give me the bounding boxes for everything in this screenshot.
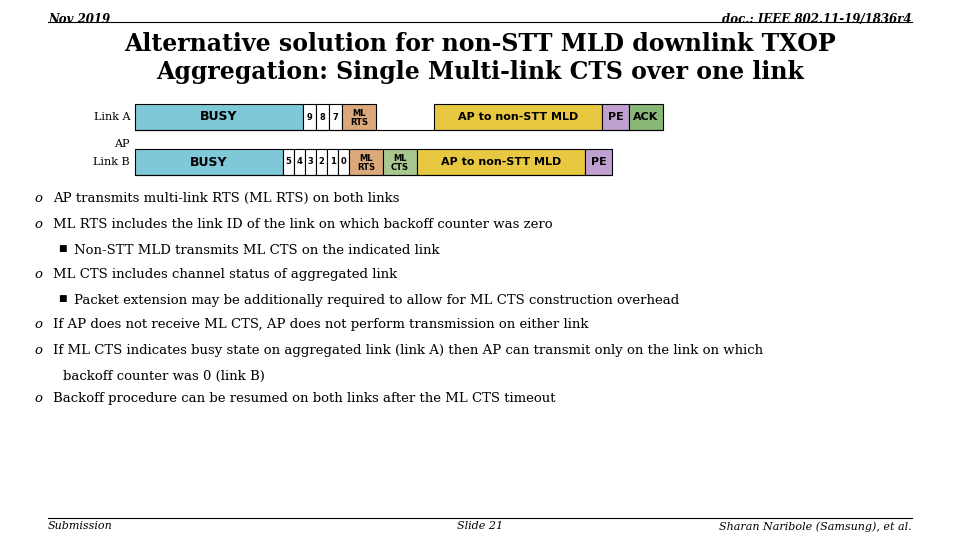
Bar xyxy=(349,149,383,175)
Text: If ML CTS indicates busy state on aggregated link (link A) then AP can transmit : If ML CTS indicates busy state on aggreg… xyxy=(53,344,763,357)
Bar xyxy=(338,149,349,175)
Bar xyxy=(417,149,585,175)
Bar xyxy=(283,149,294,175)
Bar xyxy=(294,149,305,175)
Text: ML: ML xyxy=(359,153,372,163)
Text: 3: 3 xyxy=(307,158,313,166)
Text: PE: PE xyxy=(590,157,607,167)
Text: 4: 4 xyxy=(297,158,302,166)
Text: backoff counter was 0 (link B): backoff counter was 0 (link B) xyxy=(63,370,265,383)
Text: Link A: Link A xyxy=(93,112,130,122)
Bar xyxy=(602,104,629,130)
Bar xyxy=(434,104,602,130)
Bar xyxy=(342,104,376,130)
Text: Aggregation: Single Multi-link CTS over one link: Aggregation: Single Multi-link CTS over … xyxy=(156,60,804,84)
Text: ML CTS includes channel status of aggregated link: ML CTS includes channel status of aggreg… xyxy=(53,268,397,281)
Text: RTS: RTS xyxy=(350,118,368,127)
Text: o: o xyxy=(34,268,42,281)
Text: Packet extension may be additionally required to allow for ML CTS construction o: Packet extension may be additionally req… xyxy=(74,294,680,307)
Text: AP transmits multi-link RTS (ML RTS) on both links: AP transmits multi-link RTS (ML RTS) on … xyxy=(53,192,399,205)
Text: AP to non-STT MLD: AP to non-STT MLD xyxy=(458,112,578,122)
Text: AP: AP xyxy=(114,139,130,149)
Text: RTS: RTS xyxy=(357,163,375,172)
Text: o: o xyxy=(34,218,42,231)
Text: 2: 2 xyxy=(319,158,324,166)
Bar xyxy=(316,104,329,130)
Bar xyxy=(135,104,303,130)
Text: BUSY: BUSY xyxy=(201,111,238,124)
Bar xyxy=(305,149,316,175)
Text: AP to non-STT MLD: AP to non-STT MLD xyxy=(441,157,562,167)
Text: PE: PE xyxy=(608,112,623,122)
Bar xyxy=(585,149,612,175)
Text: 0: 0 xyxy=(341,158,347,166)
Text: Non-STT MLD transmits ML CTS on the indicated link: Non-STT MLD transmits ML CTS on the indi… xyxy=(74,244,440,257)
Text: 9: 9 xyxy=(306,112,312,122)
Bar xyxy=(629,104,663,130)
Text: Slide 21: Slide 21 xyxy=(457,521,503,531)
Text: Sharan Naribole (Samsung), et al.: Sharan Naribole (Samsung), et al. xyxy=(719,521,912,531)
Text: 1: 1 xyxy=(329,158,335,166)
Text: If AP does not receive ML CTS, AP does not perform transmission on either link: If AP does not receive ML CTS, AP does n… xyxy=(53,318,588,331)
Text: BUSY: BUSY xyxy=(190,156,228,168)
Text: o: o xyxy=(34,318,42,331)
Text: ML: ML xyxy=(394,153,407,163)
Bar xyxy=(329,104,342,130)
Text: ■: ■ xyxy=(58,294,66,303)
Text: 5: 5 xyxy=(285,158,292,166)
Text: Submission: Submission xyxy=(48,521,112,531)
Bar xyxy=(135,149,283,175)
Text: ML: ML xyxy=(352,109,366,118)
Text: o: o xyxy=(34,192,42,205)
Text: ACK: ACK xyxy=(634,112,659,122)
Text: 8: 8 xyxy=(320,112,325,122)
Text: doc.: IEEE 802.11-19/1836r4: doc.: IEEE 802.11-19/1836r4 xyxy=(723,13,912,26)
Bar xyxy=(327,149,338,175)
Text: 7: 7 xyxy=(332,112,338,122)
Text: Alternative solution for non-STT MLD downlink TXOP: Alternative solution for non-STT MLD dow… xyxy=(124,32,836,56)
Bar xyxy=(383,149,417,175)
Text: ML RTS includes the link ID of the link on which backoff counter was zero: ML RTS includes the link ID of the link … xyxy=(53,218,553,231)
Bar xyxy=(303,104,316,130)
Text: o: o xyxy=(34,392,42,405)
Text: Link B: Link B xyxy=(93,157,130,167)
Text: ■: ■ xyxy=(58,244,66,253)
Text: CTS: CTS xyxy=(391,163,409,172)
Text: o: o xyxy=(34,344,42,357)
Text: Nov 2019: Nov 2019 xyxy=(48,13,110,26)
Text: Backoff procedure can be resumed on both links after the ML CTS timeout: Backoff procedure can be resumed on both… xyxy=(53,392,556,405)
Bar xyxy=(316,149,327,175)
